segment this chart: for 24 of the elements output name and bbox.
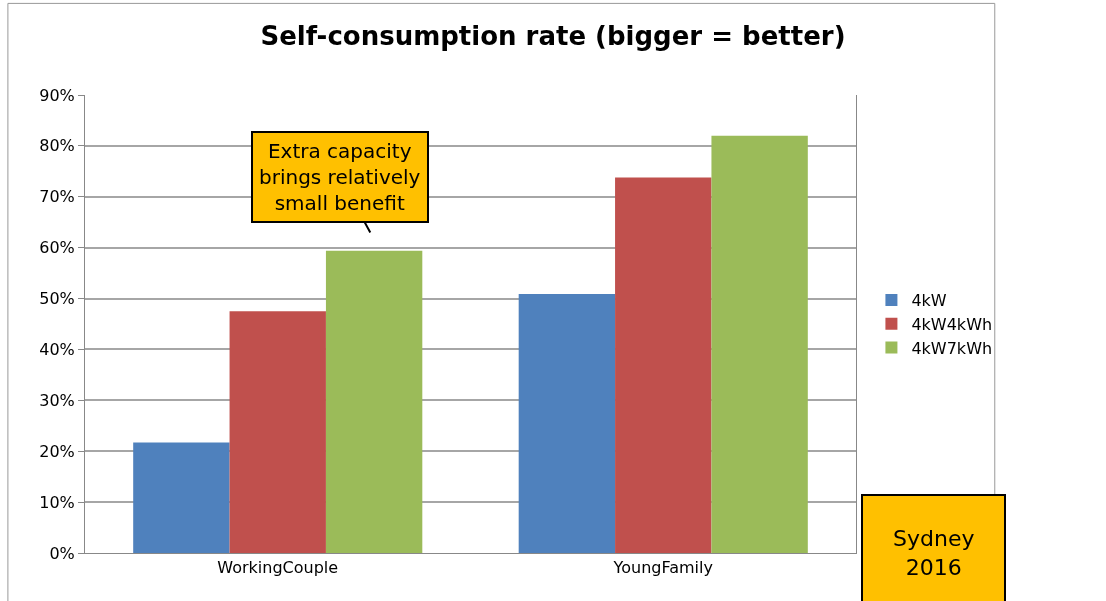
legend-label: 4kW	[911, 291, 947, 311]
bar	[711, 135, 808, 553]
x-tick-label: YoungFamily	[612, 558, 713, 578]
y-tick-label: 10%	[39, 492, 75, 512]
y-tick-label: 20%	[39, 441, 75, 461]
y-tick-label: 80%	[39, 136, 75, 156]
bar	[325, 250, 423, 553]
bar	[615, 177, 712, 553]
y-tick-label: 60%	[39, 238, 75, 258]
y-tick-label: 40%	[39, 340, 75, 360]
bar	[518, 293, 616, 553]
y-tick-label: 70%	[39, 187, 75, 207]
legend-label: 4kW4kWh	[911, 314, 993, 334]
y-tick-label: 0%	[49, 543, 75, 563]
bar	[229, 311, 326, 553]
x-tick-label: WorkingCouple	[217, 558, 339, 578]
chart-title: Self-consumption rate (bigger = better)	[260, 21, 846, 52]
y-tick-label: 50%	[39, 289, 75, 309]
y-tick-label: 30%	[39, 390, 75, 410]
y-tick-label: 90%	[39, 85, 75, 105]
text: Sydney 2016	[893, 526, 975, 580]
bar	[133, 442, 230, 553]
legend-label: 4kW7kWh	[911, 338, 993, 358]
annotation: Extra capacity brings relatively small benefit	[259, 139, 421, 215]
